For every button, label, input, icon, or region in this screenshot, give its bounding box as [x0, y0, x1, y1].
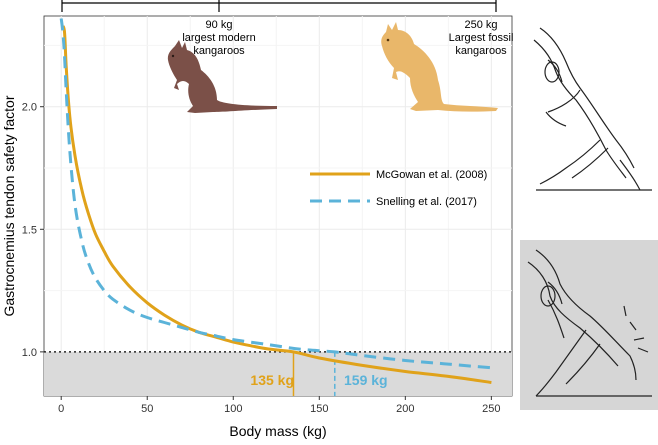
threshold-label-snelling: 159 kg	[344, 372, 388, 388]
x-tick-label: 50	[141, 403, 153, 415]
y-axis-label: Gastrocnemius tendon safety factor	[1, 95, 17, 316]
series-line-snelling	[59, 18, 492, 370]
leg-upright-icon	[533, 27, 652, 191]
range-bracket	[61, 0, 497, 12]
y-tick-label: 1.5	[22, 224, 37, 236]
legend-label-snelling: Snelling et al. (2017)	[376, 196, 477, 208]
x-tick-label: 100	[224, 403, 242, 415]
y-tick-label: 2.0	[22, 102, 37, 114]
threshold-label-mcgowan: 135 kg	[250, 372, 294, 388]
kangaroo-modern-icon	[167, 40, 277, 113]
modern-kangaroo-caption-3: kangaroos	[193, 45, 245, 57]
x-tick-label: 200	[396, 403, 414, 415]
fossil-kangaroo-caption-1: 250 kg	[464, 19, 497, 31]
legend: McGowan et al. (2008) Snelling et al. (2…	[310, 169, 487, 208]
y-tick-label: 1.0	[22, 347, 37, 359]
x-tick-label: 250	[482, 403, 500, 415]
x-axis-label: Body mass (kg)	[229, 423, 326, 439]
leg-crouched-icon	[527, 249, 652, 397]
leg-crouched-panel	[520, 240, 658, 410]
series-line-mcgowan	[61, 25, 492, 384]
fossil-kangaroo-caption-2: Largest fossil	[449, 32, 514, 44]
x-tick-label: 150	[310, 403, 328, 415]
legend-label-mcgowan: McGowan et al. (2008)	[376, 169, 487, 181]
modern-kangaroo-caption-1: 90 kg	[206, 19, 233, 31]
x-tick-label: 0	[58, 403, 64, 415]
modern-kangaroo-caption-2: largest modern	[182, 32, 255, 44]
kangaroo-fossil-icon	[381, 22, 498, 112]
fossil-kangaroo-caption-3: kangaroos	[455, 45, 507, 57]
